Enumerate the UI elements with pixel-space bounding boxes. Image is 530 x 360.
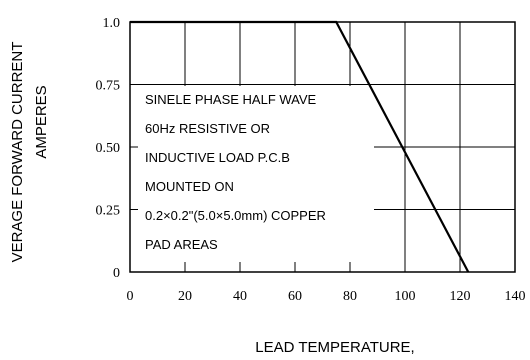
x-tick-label: 140 [505, 289, 526, 304]
annotation-line: SINELE PHASE HALF WAVE [145, 92, 317, 107]
y-tick-label: 0.75 [96, 79, 121, 94]
derating-curve [130, 20, 470, 273]
annotation-line: INDUCTIVE LOAD P.C.B [145, 150, 290, 165]
annotation-line: MOUNTED ON [145, 179, 234, 194]
y-tick-labels: 0 0.25 0.50 0.75 1.0 [96, 16, 121, 281]
x-tick-label: 120 [450, 289, 471, 304]
x-tick-label: 100 [395, 289, 416, 304]
annotation-line: 60Hz RESISTIVE OR [145, 121, 270, 136]
y-tick-label: 0.25 [96, 204, 121, 219]
x-tick-label: 0 [127, 289, 134, 304]
annotation-line: PAD AREAS [145, 237, 218, 252]
x-tick-labels: 0 20 40 60 80 100 120 140 [127, 289, 526, 304]
annotation-line: 0.2×0.2"(5.0×5.0mm) COPPER [145, 208, 326, 223]
x-tick-label: 20 [178, 289, 192, 304]
x-axis-label: LEAD TEMPERATURE, [255, 339, 414, 356]
annotation-box: SINELE PHASE HALF WAVE 60Hz RESISTIVE OR I… [138, 86, 374, 262]
y-tick-label: 0.50 [96, 141, 121, 156]
y-tick-label: 0 [113, 266, 120, 281]
x-tick-label: 60 [288, 289, 302, 304]
y-axis-label: VERAGE FORWARD CURRENT [9, 42, 26, 263]
x-tick-label: 40 [233, 289, 247, 304]
y-axis-unit-label: AMPERES [33, 85, 50, 158]
y-tick-label: 1.0 [103, 16, 121, 31]
x-tick-label: 80 [343, 289, 357, 304]
annotation-background [138, 86, 374, 262]
